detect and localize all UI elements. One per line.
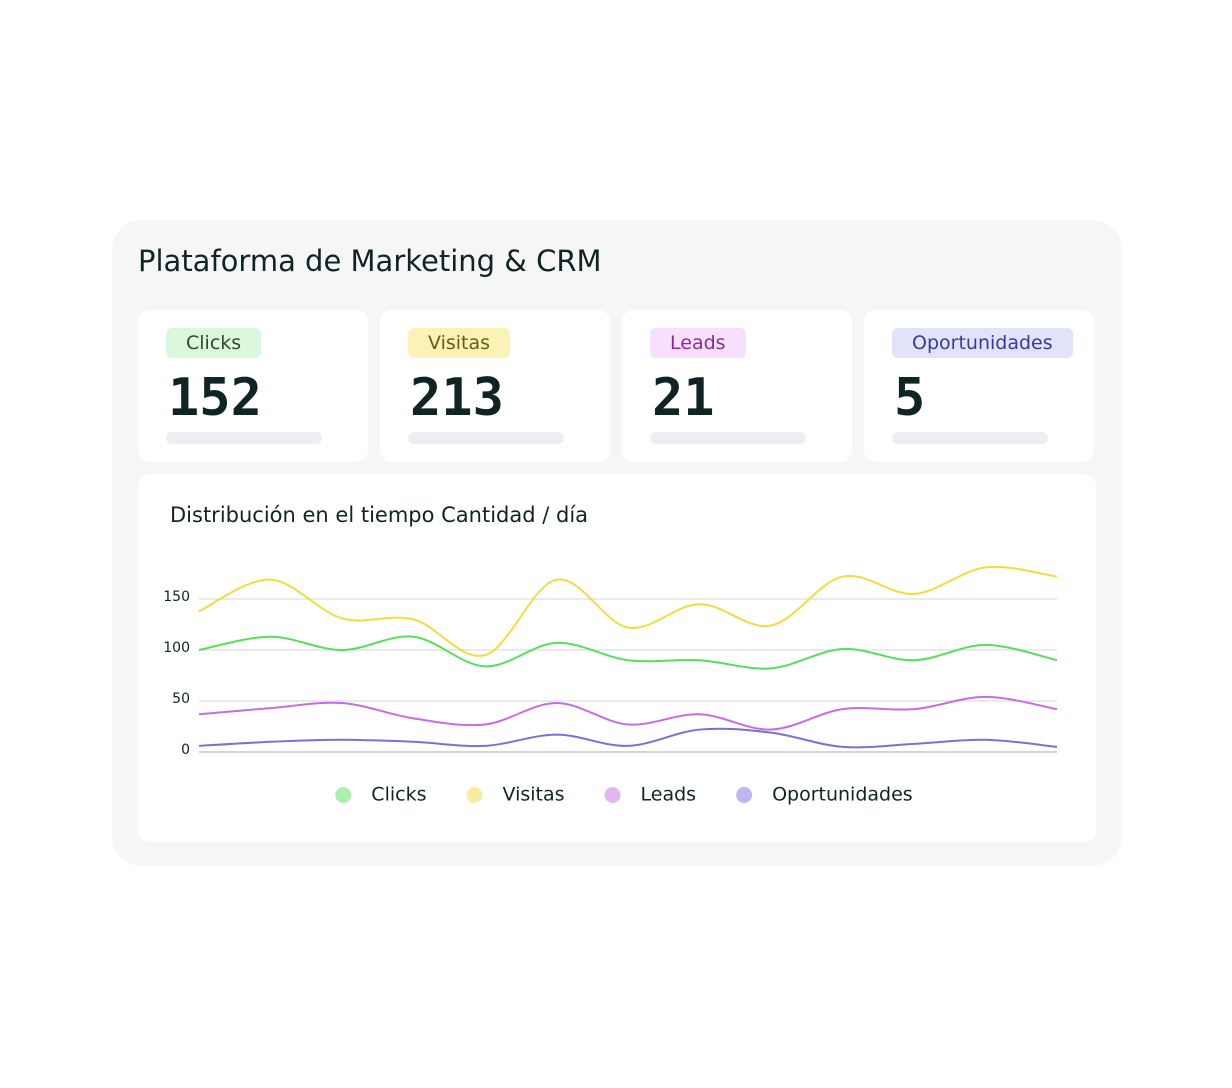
legend-label: Oportunidades bbox=[772, 784, 913, 806]
y-tick-label: 150 bbox=[163, 589, 190, 605]
legend-marker bbox=[335, 787, 352, 803]
y-tick-label: 0 bbox=[181, 742, 190, 758]
kpi-value: 152 bbox=[168, 368, 262, 428]
legend-label: Visitas bbox=[502, 784, 564, 806]
series-line bbox=[198, 727, 1058, 749]
y-tick-label: 100 bbox=[163, 640, 190, 656]
chart: Distribución en el tiempo Cantidad / día… bbox=[163, 503, 1058, 806]
kpi-value: 5 bbox=[894, 368, 926, 428]
series-line bbox=[198, 565, 1058, 657]
kpi-value: 213 bbox=[410, 368, 504, 428]
kpi-label: Visitas bbox=[408, 328, 511, 358]
kpi-card: Clicks 152 bbox=[138, 310, 368, 462]
legend-marker bbox=[466, 787, 483, 803]
placeholder-bar bbox=[408, 432, 564, 444]
kpi-card: Visitas 213 bbox=[380, 310, 610, 462]
kpi-card: Leads 21 bbox=[622, 310, 852, 462]
kpi-value: 21 bbox=[652, 368, 715, 428]
legend-marker bbox=[736, 787, 753, 803]
placeholder-bar bbox=[892, 432, 1048, 444]
legend-label: Clicks bbox=[371, 784, 426, 806]
y-tick-label: 50 bbox=[172, 691, 190, 707]
page-title: Plataforma de Marketing & CRM bbox=[138, 244, 602, 278]
kpi-label: Clicks bbox=[166, 328, 262, 358]
chart-title: Distribución en el tiempo Cantidad / día bbox=[170, 503, 588, 527]
kpi-card: Oportunidades 5 bbox=[864, 310, 1094, 462]
placeholder-bar bbox=[650, 432, 806, 444]
series-line bbox=[198, 635, 1058, 670]
series-line bbox=[198, 695, 1058, 731]
legend-marker bbox=[604, 787, 621, 803]
legend-label: Leads bbox=[641, 784, 697, 806]
placeholder-bar bbox=[166, 432, 322, 444]
kpi-label: Leads bbox=[650, 328, 746, 358]
chart-card: Distribución en el tiempo Cantidad / día… bbox=[138, 474, 1096, 842]
kpi-label: Oportunidades bbox=[892, 328, 1073, 358]
